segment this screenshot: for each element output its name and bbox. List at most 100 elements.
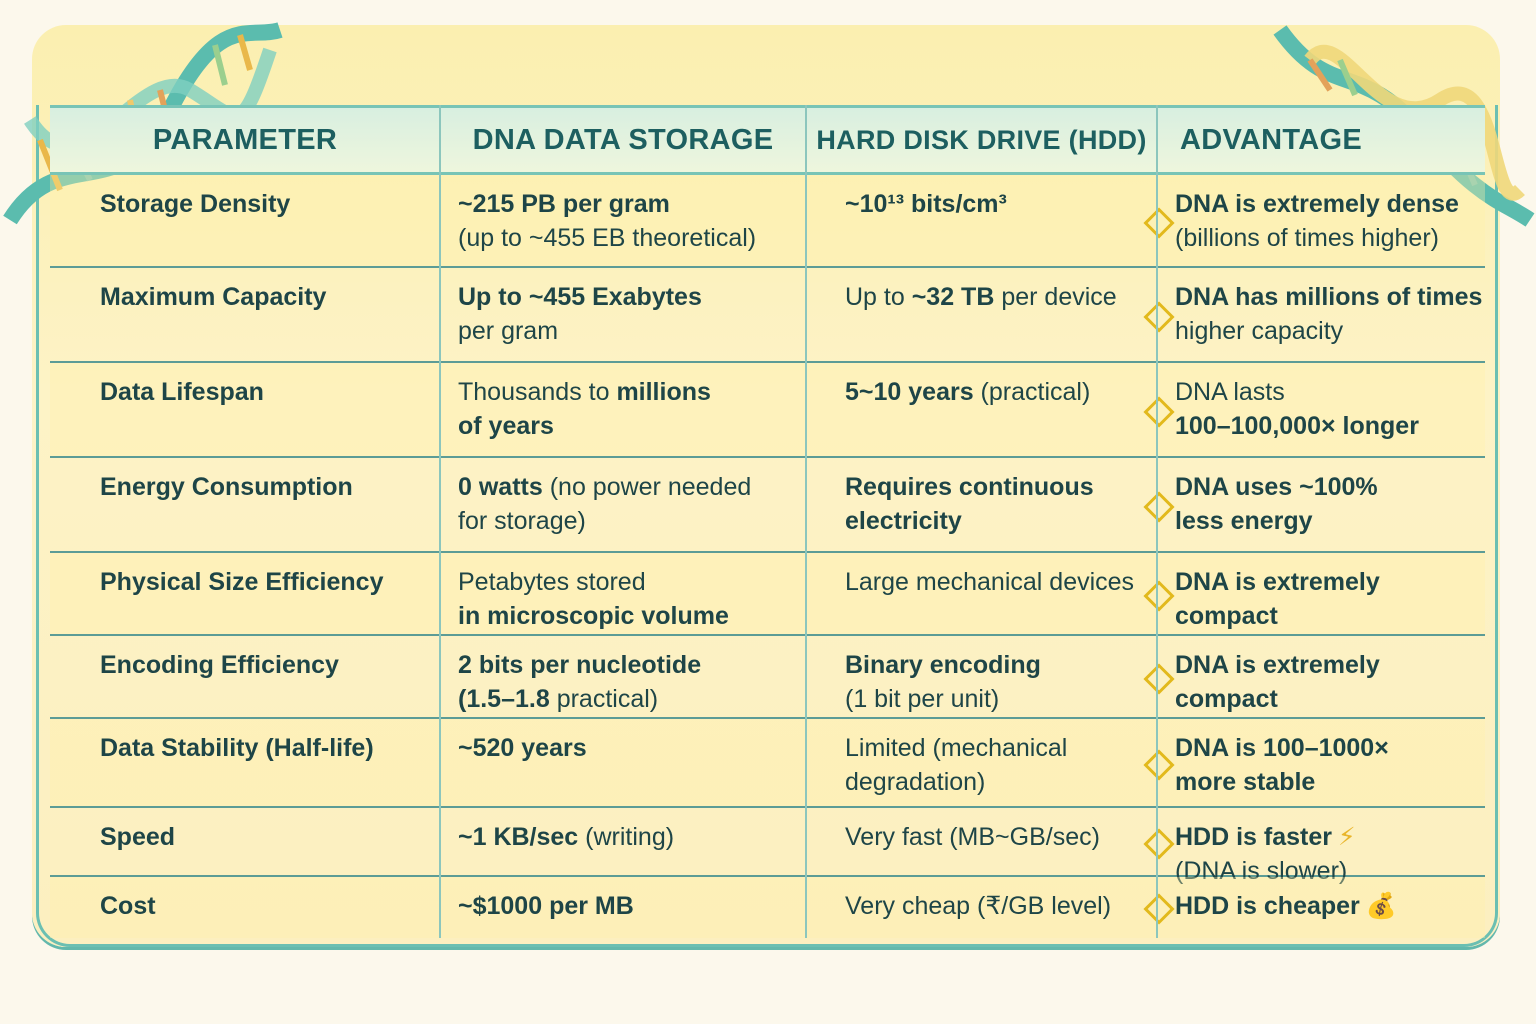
cell-line: Very fast (MB~GB/sec) <box>845 820 1100 854</box>
hdd-cell: ~10¹³ bits/cm³ <box>845 187 1007 221</box>
infographic-panel <box>32 25 1500 947</box>
diamond-bullet-icon <box>1143 206 1175 239</box>
cell-line: Up to ~32 TB per device <box>845 280 1117 314</box>
cell-line: Thousands to millions <box>458 375 711 409</box>
cell-line: ~10¹³ bits/cm³ <box>845 187 1007 221</box>
cell-line: Petabytes stored <box>458 565 729 599</box>
cell-text: ~520 years <box>458 734 587 762</box>
hdd-cell: 5~10 years (practical) <box>845 375 1090 409</box>
cell-text: ~1 KB/sec <box>458 823 579 851</box>
table-row: Data Stability (Half-life) ~520 years Limi… <box>50 719 1485 808</box>
cell-line: DNA is 100–1000× <box>1175 731 1389 765</box>
cell-line: 0 watts (no power needed <box>458 470 751 504</box>
hdd-cell: Binary encoding (1 bit per unit) <box>845 648 1041 716</box>
advantage-cell: DNA uses ~100% less energy <box>1143 470 1378 538</box>
dna-cell: ~215 PB per gram (up to ~455 EB theoretic… <box>458 187 756 255</box>
cell-line: Large mechanical devices <box>845 565 1134 599</box>
cell-text: electricity <box>845 507 962 535</box>
cell-text: millions <box>616 378 711 406</box>
cell-line: (1.5–1.8 practical) <box>458 682 701 716</box>
dna-cell: ~520 years <box>458 731 587 765</box>
table-row: Data Lifespan Thousands to millions of yea… <box>50 363 1485 458</box>
cell-line: of years <box>458 409 711 443</box>
parameter-cell: Maximum Capacity <box>100 283 327 311</box>
cell-text: ~10¹³ bits/cm³ <box>845 190 1007 218</box>
cell-text: DNA is extremely compact <box>1175 651 1380 713</box>
cell-line: degradation) <box>845 765 1067 799</box>
cell-line: Requires continuous <box>845 470 1094 504</box>
cell-text: (practical) <box>973 378 1091 406</box>
cell-text: Binary encoding <box>845 651 1041 679</box>
cell-line: 100–100,000× longer <box>1175 409 1419 443</box>
hdd-cell: Large mechanical devices <box>845 565 1134 599</box>
cell-line: DNA is extremely compact <box>1175 648 1485 716</box>
comparison-table <box>36 105 1498 947</box>
hdd-cell: Very fast (MB~GB/sec) <box>845 820 1100 854</box>
column-divider <box>805 105 807 938</box>
cell-text: Very fast (MB~GB/sec) <box>845 823 1100 851</box>
parameter-cell: Storage Density <box>100 190 291 218</box>
advantage-cell: HDD is faster ⚡ (DNA is slower) <box>1143 820 1356 888</box>
cell-line: higher capacity <box>1175 314 1482 348</box>
diamond-bullet-icon <box>1143 827 1175 860</box>
cell-text: (1.5–1.8 <box>458 685 550 713</box>
table-row: Storage Density ~215 PB per gram (up to ~4… <box>50 175 1485 268</box>
advantage-cell: DNA is extremely compact <box>1143 648 1485 716</box>
parameter-cell: Physical Size Efficiency <box>100 568 384 596</box>
cell-text: HDD is faster <box>1175 823 1332 851</box>
cell-text: Thousands to <box>458 378 617 406</box>
hdd-cell: Very cheap (₹/GB level) <box>845 889 1111 923</box>
cell-text: DNA has millions of times <box>1175 283 1483 311</box>
cell-text: (up to ~455 EB theoretical) <box>458 224 757 252</box>
cell-line: ~520 years <box>458 731 587 765</box>
cell-line: in microscopic volume <box>458 599 729 633</box>
cell-line: 5~10 years (practical) <box>845 375 1090 409</box>
cell-text: HDD is cheaper <box>1175 892 1360 920</box>
cell-text: Requires continuous <box>845 473 1094 501</box>
advantage-cell: DNA is 100–1000× more stable <box>1143 731 1389 799</box>
cell-line: DNA has millions of times <box>1175 280 1482 314</box>
advantage-cell: DNA lasts 100–100,000× longer <box>1143 375 1419 443</box>
cell-text: per device <box>994 283 1117 311</box>
cell-line: ~1 KB/sec (writing) <box>458 820 674 854</box>
parameter-cell: Speed <box>100 823 176 851</box>
cell-line: (1 bit per unit) <box>845 682 1041 716</box>
cell-line: less energy <box>1175 504 1378 538</box>
cell-text: of years <box>458 412 554 440</box>
cell-text: (billions of times higher) <box>1175 224 1439 252</box>
cell-text: Up to ~455 Exabytes <box>458 283 702 311</box>
diamond-bullet-icon <box>1143 662 1175 695</box>
cell-text: higher capacity <box>1175 317 1344 345</box>
dna-cell: ~1 KB/sec (writing) <box>458 820 674 854</box>
cell-text: Petabytes stored <box>458 568 646 596</box>
cell-text: degradation) <box>845 768 986 796</box>
cell-text: DNA is extremely dense <box>1175 190 1459 218</box>
hdd-cell: Up to ~32 TB per device <box>845 280 1117 314</box>
cell-line: DNA uses ~100% <box>1175 470 1378 504</box>
diamond-bullet-icon <box>1143 748 1175 781</box>
cell-text: ~32 TB <box>911 283 995 311</box>
cell-line: Very cheap (₹/GB level) <box>845 889 1111 923</box>
cell-text: 0 watts <box>458 473 543 501</box>
cell-line: 2 bits per nucleotide <box>458 648 701 682</box>
hdd-cell: Limited (mechanical degradation) <box>845 731 1067 799</box>
table-row: Cost ~$1000 per MB Very cheap (₹/GB level)… <box>50 877 1485 938</box>
cell-line: Up to ~455 Exabytes <box>458 280 702 314</box>
cell-text: DNA is extremely compact <box>1175 568 1380 630</box>
diamond-bullet-icon <box>1143 300 1175 333</box>
cell-line: (up to ~455 EB theoretical) <box>458 221 756 255</box>
cell-text: (DNA is slower) <box>1175 857 1348 885</box>
cell-text: DNA lasts <box>1175 378 1285 406</box>
dna-cell: Petabytes stored in microscopic volume <box>458 565 729 633</box>
table-row: Physical Size Efficiency Petabytes stored… <box>50 553 1485 636</box>
diamond-bullet-icon <box>1143 490 1175 523</box>
header-advantage: ADVANTAGE <box>1179 123 1363 156</box>
diamond-bullet-icon <box>1143 892 1175 925</box>
dna-cell: Thousands to millions of years <box>458 375 711 443</box>
cell-text: Limited (mechanical <box>845 734 1068 762</box>
header-parameter: PARAMETER <box>152 123 338 156</box>
cell-text: per gram <box>458 317 559 345</box>
hdd-cell: Requires continuous electricity <box>845 470 1094 538</box>
cell-text: 5~10 years <box>845 378 974 406</box>
cell-text: (no power needed <box>542 473 752 501</box>
